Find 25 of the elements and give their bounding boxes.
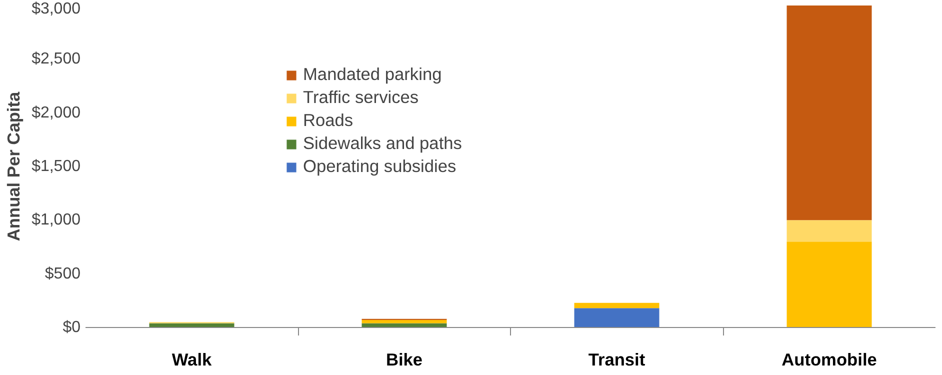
y-tick-label: $2,000 <box>32 104 81 122</box>
y-tick-label: $1,500 <box>32 158 81 175</box>
legend-label: Mandated parking <box>303 64 442 85</box>
y-tick-label: $1,000 <box>32 212 81 229</box>
y-tick-label: $2,500 <box>32 50 81 68</box>
bar <box>786 220 872 242</box>
legend-label: Operating subsidies <box>303 156 456 177</box>
bar <box>149 323 234 328</box>
x-tick-label: Automobile <box>782 350 878 370</box>
bar <box>786 6 872 220</box>
x-tick-label: Transit <box>588 350 646 370</box>
bar <box>574 302 660 308</box>
legend-label: Roads <box>303 110 354 131</box>
y-axis-title: Annual Per Capita <box>4 92 24 242</box>
x-tick-label: Walk <box>172 350 212 370</box>
x-tick-label: Bike <box>386 350 423 370</box>
legend-label: Sidewalks and paths <box>303 133 462 154</box>
bar <box>362 323 447 328</box>
bar <box>574 308 660 328</box>
bar <box>786 242 872 328</box>
y-tick-label: $0 <box>62 319 81 336</box>
bar <box>362 320 447 324</box>
y-tick-label: $3,000 <box>32 0 81 18</box>
y-tick-label: $500 <box>44 265 81 282</box>
legend-label: Traffic services <box>303 87 419 108</box>
